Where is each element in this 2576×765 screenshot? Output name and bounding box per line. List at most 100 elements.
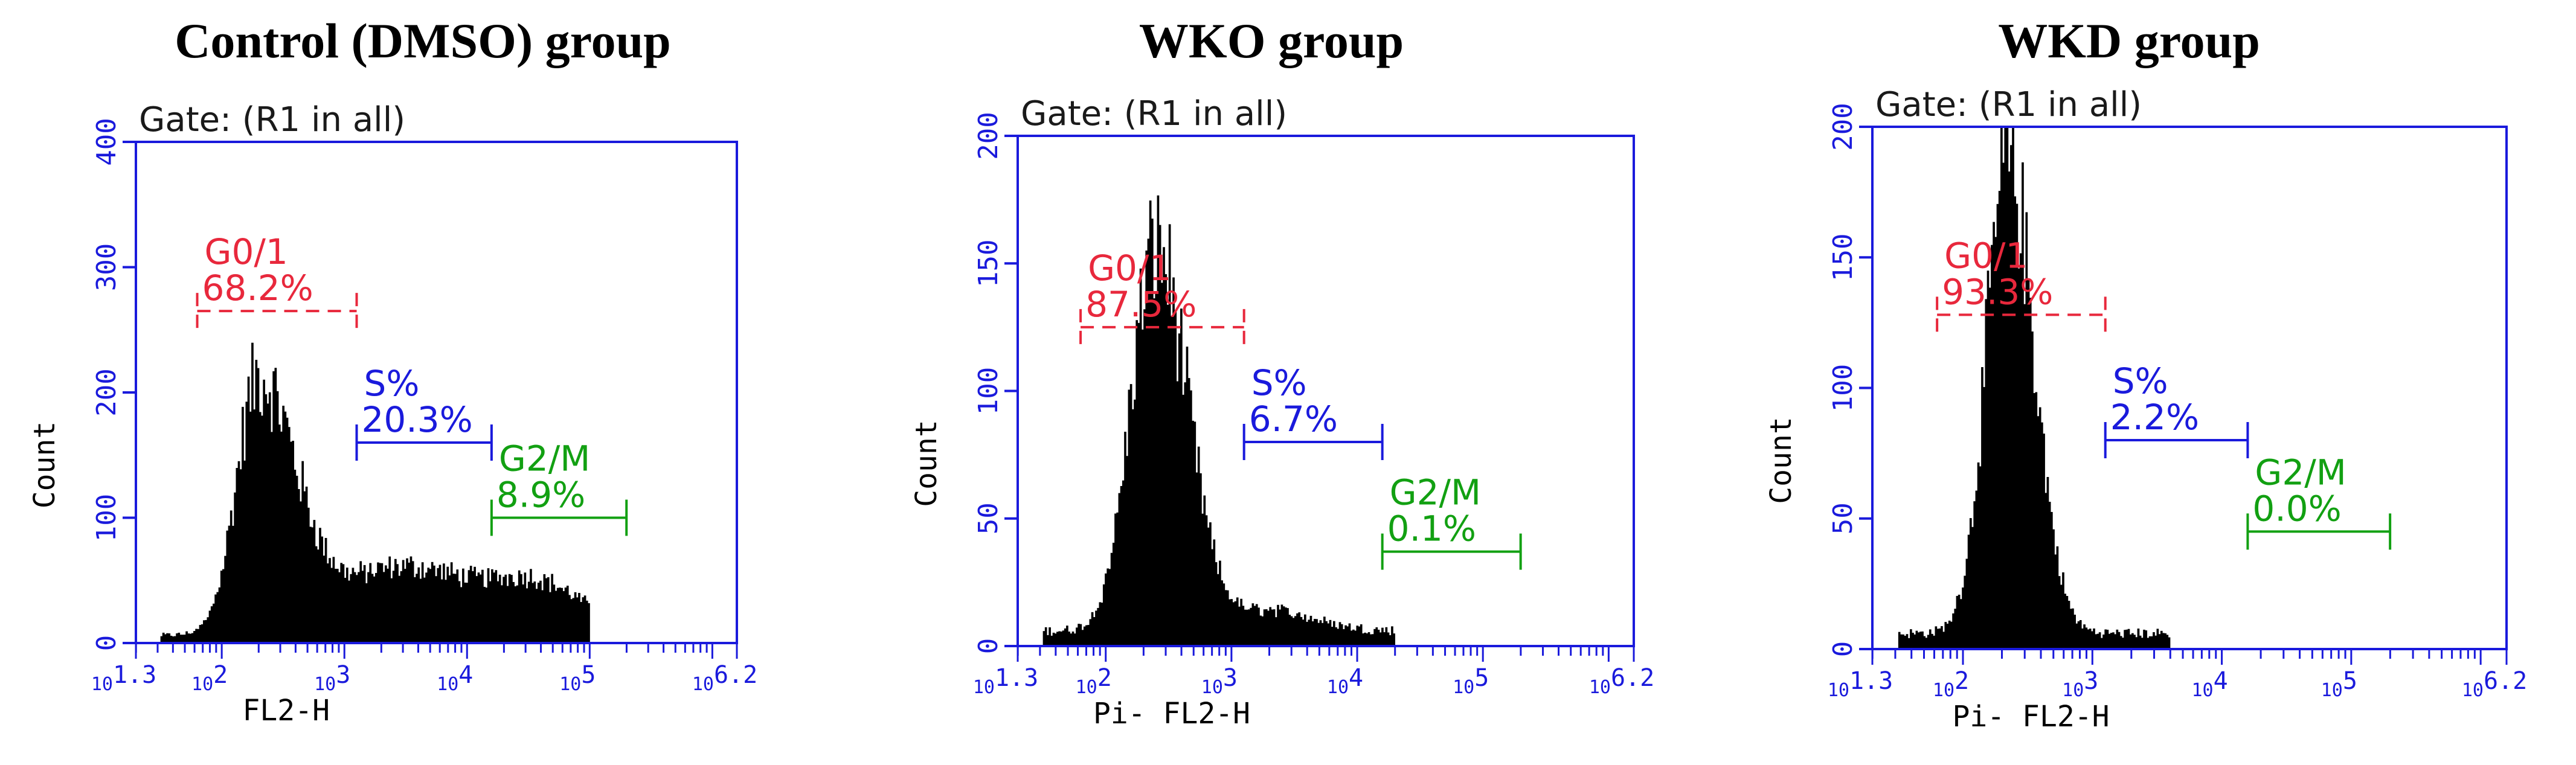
- histogram-bar: [1107, 568, 1110, 646]
- histogram-bar: [2095, 634, 2098, 649]
- histogram-bar: [396, 564, 399, 643]
- x-tick-exponent: 2: [213, 661, 228, 689]
- histogram-bar: [466, 583, 469, 643]
- histogram-bar: [460, 587, 463, 643]
- gate-label: Gate: (R1 in all): [139, 100, 405, 139]
- histogram-bar: [1250, 607, 1252, 646]
- histogram-bar: [1066, 626, 1068, 646]
- histogram-bar: [1076, 627, 1078, 646]
- histogram-bar: [266, 403, 269, 643]
- histogram-bar: [479, 574, 482, 643]
- histogram-bar: [406, 558, 408, 643]
- histogram-bar: [249, 411, 252, 643]
- histogram-bar: [321, 536, 324, 643]
- histogram-bar: [1933, 635, 1935, 649]
- gate-2: S%2.2%: [2104, 360, 2249, 458]
- histogram-bar: [2052, 529, 2055, 649]
- histogram-bar: [425, 572, 428, 643]
- x-tick-exponent: 5: [581, 661, 596, 689]
- histogram-bar: [242, 406, 244, 643]
- histogram-bar: [1964, 575, 1967, 649]
- histogram-bar: [1158, 225, 1161, 646]
- histogram-bar: [1118, 493, 1121, 646]
- histogram-bar: [1192, 420, 1194, 646]
- x-tick-base: 10: [559, 674, 581, 695]
- histogram-bar: [323, 555, 326, 643]
- histogram-bar: [1114, 513, 1117, 646]
- histogram-bar: [381, 563, 384, 643]
- histogram-bar: [2012, 127, 2014, 649]
- histogram-bar: [2016, 203, 2019, 649]
- histogram-bar: [1147, 238, 1150, 646]
- histogram-bar: [1391, 626, 1393, 646]
- gate-2: S%6.7%: [1242, 362, 1384, 460]
- histogram-bar: [1906, 634, 1909, 649]
- histogram-bar: [1927, 635, 1930, 649]
- x-tick-exponent: 4: [1349, 664, 1363, 692]
- histogram-bar: [1352, 629, 1355, 646]
- histogram-bar: [218, 587, 221, 643]
- histogram-bar: [338, 572, 341, 643]
- histogram-bar: [1935, 626, 1938, 649]
- x-tick-base: 10: [1589, 677, 1611, 698]
- histogram-bar: [1981, 367, 1983, 649]
- histogram-bar: [2119, 636, 2122, 649]
- histogram-bar: [1987, 270, 1990, 649]
- histogram-bar: [1087, 625, 1090, 646]
- histogram-bar: [1163, 247, 1165, 646]
- histogram-bar: [189, 633, 192, 643]
- histogram-bar: [224, 555, 226, 643]
- histogram-bar: [2162, 633, 2165, 649]
- x-tick-exponent: 1.3: [1849, 667, 1893, 695]
- histogram-bar: [450, 562, 453, 643]
- histogram-bar: [2069, 609, 2072, 649]
- histogram-bar: [1907, 638, 1910, 649]
- histogram-bar: [398, 575, 401, 643]
- x-tick-base: 10: [437, 674, 458, 695]
- histogram-bar: [1172, 277, 1175, 647]
- histogram-bar: [1898, 632, 1901, 649]
- histogram: [1042, 195, 1395, 647]
- histogram-bar: [1184, 382, 1187, 646]
- gate-3: G2/M0.1%: [1381, 472, 1522, 570]
- histogram-bar: [1308, 619, 1311, 646]
- y-tick-label: 150: [1828, 234, 1858, 281]
- histogram-bar: [179, 635, 182, 643]
- histogram-bar: [2137, 629, 2140, 649]
- histogram-bar: [1279, 609, 1282, 646]
- histogram-bar: [309, 527, 312, 643]
- x-axis-ticks: [1871, 649, 2508, 665]
- histogram-bar: [164, 634, 167, 643]
- histogram-bar: [1381, 627, 1384, 646]
- histogram-bar: [1942, 632, 1945, 649]
- histogram-bar: [549, 592, 551, 643]
- histogram-bar: [344, 578, 347, 643]
- histogram-bar: [1383, 632, 1386, 646]
- histogram-bar: [427, 568, 430, 643]
- histogram-bar: [421, 562, 424, 643]
- x-tick-label: 103: [2062, 667, 2098, 701]
- histogram-bar: [2089, 629, 2092, 649]
- x-tick-label: 104: [437, 661, 473, 695]
- histogram-bar: [1931, 633, 1933, 649]
- x-tick-label: 106.2: [1589, 664, 1654, 698]
- y-tick-label: 200: [973, 112, 1004, 159]
- x-tick-label: 102: [1076, 664, 1112, 698]
- histogram-bar: [472, 571, 474, 643]
- histogram-bar: [1095, 610, 1097, 646]
- histogram-bar: [2043, 434, 2045, 649]
- x-tick-label: 104: [1327, 664, 1363, 698]
- histogram-bar: [2154, 635, 2157, 649]
- histogram-bar: [1145, 250, 1148, 646]
- histogram-bar: [326, 563, 329, 643]
- histogram-bar: [1306, 621, 1308, 646]
- gate-percent: 0.1%: [1387, 508, 1476, 549]
- histogram-bar: [477, 572, 480, 643]
- histogram-bar: [2000, 127, 2003, 649]
- y-tick-label: 0: [973, 638, 1004, 655]
- histogram-bar: [1215, 562, 1218, 646]
- histogram-bar: [259, 412, 262, 643]
- histogram-bar: [1166, 304, 1169, 646]
- histogram-bar: [572, 598, 575, 643]
- gate-name: S%: [1251, 362, 1307, 403]
